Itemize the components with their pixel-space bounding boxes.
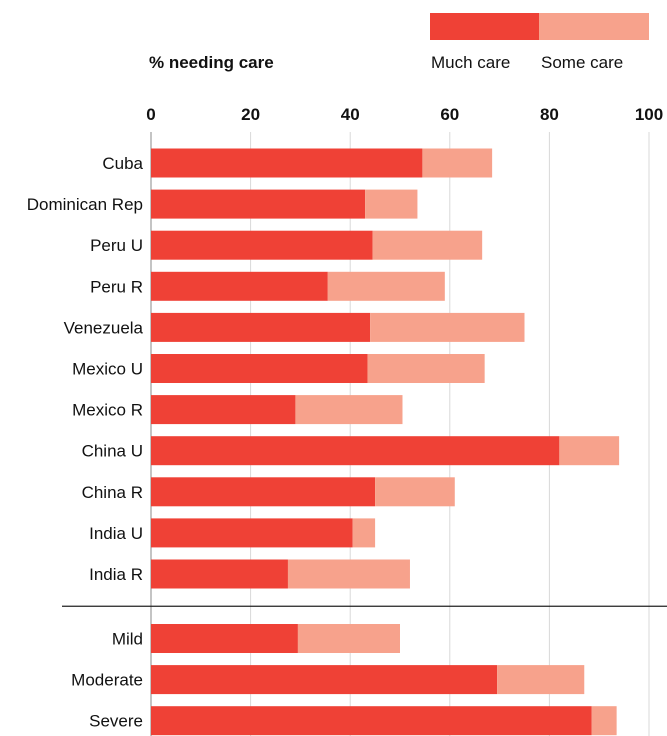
category-label: Mild: [112, 630, 143, 649]
bar-much-care-mild: [151, 624, 298, 653]
bar-some-care-mexico-r: [295, 395, 403, 425]
category-labels: Cuba Dominican Rep Peru U Peru R Venezuela Me…: [27, 154, 144, 731]
bar-some-care-india-u: [352, 518, 376, 548]
bar-much-care-venezuela: [151, 312, 371, 342]
bar-some-care-mild: [297, 624, 400, 653]
bar-some-care-cuba: [422, 148, 493, 178]
x-tick-label: 100: [635, 105, 663, 124]
category-label: China U: [82, 442, 143, 461]
legend-swatch-some-care: [539, 13, 649, 40]
x-axis-ticks: 0 20 40 60 80 100: [146, 105, 663, 124]
x-tick-label: 80: [540, 105, 559, 124]
bar-much-care-dominican-rep: [151, 189, 366, 219]
chart-title: % needing care: [149, 53, 274, 72]
bar-much-care-cuba: [151, 148, 423, 178]
bar-some-care-india-r: [287, 559, 410, 589]
category-label: China R: [82, 483, 143, 502]
category-label: India U: [89, 524, 143, 543]
legend-label-some-care: Some care: [541, 53, 623, 72]
legend: Much care Some care: [430, 13, 649, 72]
category-label: Cuba: [102, 154, 143, 173]
bar-much-care-severe: [151, 706, 592, 736]
category-label: Mexico R: [72, 401, 143, 420]
x-tick-label: 40: [341, 105, 360, 124]
bar-some-care-dominican-rep: [365, 189, 418, 219]
bar-much-care-india-r: [151, 559, 288, 589]
bar-much-care-mexico-r: [151, 395, 296, 425]
bar-some-care-moderate: [497, 665, 585, 695]
category-label: Mexico U: [72, 360, 143, 379]
category-label: Peru U: [90, 236, 143, 255]
category-label: Moderate: [71, 671, 143, 690]
x-tick-label: 20: [241, 105, 260, 124]
x-tick-label: 60: [440, 105, 459, 124]
bar-much-care-china-r: [151, 477, 376, 507]
bar-some-care-mexico-u: [367, 354, 485, 383]
legend-swatch-much-care: [430, 13, 539, 40]
bar-some-care-china-r: [375, 477, 455, 507]
category-label: Venezuela: [64, 318, 144, 337]
category-label: India R: [89, 565, 143, 584]
bar-some-care-peru-u: [372, 230, 483, 260]
bar-some-care-venezuela: [370, 312, 525, 342]
bar-much-care-peru-u: [151, 230, 373, 260]
category-label: Dominican Rep: [27, 195, 143, 214]
category-label: Peru R: [90, 277, 143, 296]
legend-label-much-care: Much care: [431, 53, 510, 72]
bar-much-care-china-u: [151, 436, 560, 466]
bar-much-care-mexico-u: [151, 354, 368, 383]
bars: [151, 148, 620, 736]
x-tick-label: 0: [146, 105, 155, 124]
bar-some-care-china-u: [559, 436, 620, 466]
bar-some-care-severe: [591, 706, 617, 736]
bar-much-care-india-u: [151, 518, 353, 548]
bar-much-care-moderate: [151, 665, 498, 695]
bar-much-care-peru-r: [151, 271, 328, 301]
bar-some-care-peru-r: [327, 271, 445, 301]
category-label: Severe: [89, 712, 143, 731]
